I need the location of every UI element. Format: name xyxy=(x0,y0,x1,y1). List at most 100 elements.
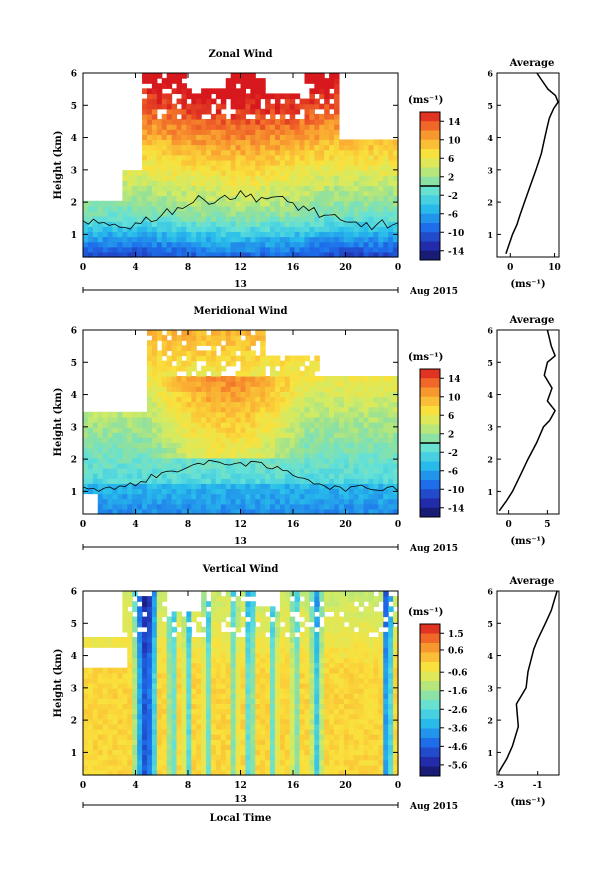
heatmap-cell xyxy=(289,190,296,197)
heatmap-cell xyxy=(348,483,355,490)
heatmap-cell xyxy=(289,251,296,258)
heatmap-cell xyxy=(279,432,286,438)
heatmap-cell xyxy=(304,165,310,171)
heatmap-cell xyxy=(235,396,242,403)
heatmap-cell xyxy=(230,416,237,423)
heatmap-cell xyxy=(176,98,183,105)
heatmap-cell xyxy=(171,677,178,684)
heatmap-cell xyxy=(191,205,197,212)
heatmap-cell xyxy=(156,739,163,745)
heatmap-cell xyxy=(284,406,291,413)
heatmap-cell xyxy=(260,723,266,730)
heatmap-cell xyxy=(260,442,266,449)
heatmap-cell xyxy=(215,416,222,423)
heatmap-cell xyxy=(225,154,232,161)
heatmap-cell xyxy=(97,462,104,469)
heatmap-cell xyxy=(334,427,340,433)
heatmap-cell xyxy=(314,386,320,392)
heatmap-cell xyxy=(270,411,276,418)
heatmap-cell xyxy=(186,345,192,352)
heatmap-cell xyxy=(132,447,138,454)
heatmap-cell xyxy=(137,616,143,623)
heatmap-cell xyxy=(210,129,217,135)
heatmap-cell xyxy=(156,642,163,648)
heatmap-cell xyxy=(324,493,330,500)
heatmap-cell xyxy=(329,468,335,474)
heatmap-cell xyxy=(319,386,325,392)
heatmap-cell xyxy=(220,713,227,720)
heatmap-cell xyxy=(240,606,247,613)
heatmap-cell xyxy=(137,447,143,454)
heatmap-cell xyxy=(235,483,242,490)
heatmap-cell xyxy=(112,452,119,459)
heatmap-cell xyxy=(368,205,374,212)
heatmap-cell xyxy=(309,216,315,222)
heatmap-cell xyxy=(166,406,173,413)
heatmap-cell xyxy=(112,698,119,705)
heatmap-cell xyxy=(83,703,89,710)
heatmap-cell xyxy=(353,416,360,423)
heatmap-cell xyxy=(151,667,158,674)
heatmap-cell xyxy=(196,642,202,648)
heatmap-cell xyxy=(191,769,197,776)
heatmap-cell xyxy=(176,226,183,233)
heatmap-cell xyxy=(358,381,365,387)
heatmap-cell xyxy=(112,713,119,720)
heatmap-cell xyxy=(156,473,163,479)
heatmap-cell xyxy=(368,376,374,382)
heatmap-cell xyxy=(319,488,325,495)
heatmap-cell xyxy=(260,754,266,761)
heatmap-cell xyxy=(304,236,310,243)
heatmap-cell xyxy=(260,698,266,705)
heatmap-cell xyxy=(161,621,168,628)
heatmap-cell xyxy=(353,396,360,403)
heatmap-cell xyxy=(348,195,355,202)
heatmap-cell xyxy=(343,483,350,490)
heatmap-cell xyxy=(235,391,242,398)
heatmap-cell xyxy=(161,113,168,120)
heatmap-cell xyxy=(368,381,374,387)
heatmap-cell xyxy=(314,396,320,403)
heatmap-cell xyxy=(151,437,158,444)
heatmap-cell xyxy=(265,621,271,628)
heatmap-cell xyxy=(225,119,232,125)
heatmap-cell xyxy=(250,365,256,372)
heatmap-cell xyxy=(383,211,389,217)
heatmap-cell xyxy=(196,478,202,484)
heatmap-cell xyxy=(294,360,301,367)
heatmap-cell xyxy=(191,139,197,146)
heatmap-cell xyxy=(196,626,202,633)
heatmap-cell xyxy=(151,360,158,367)
heatmap-cell xyxy=(146,631,153,638)
heatmap-cell xyxy=(334,113,340,120)
heatmap-cell xyxy=(260,83,266,89)
heatmap-cell xyxy=(107,703,114,710)
heatmap-cell xyxy=(240,159,247,166)
heatmap-cell xyxy=(373,149,379,156)
heatmap-cell xyxy=(166,759,173,766)
heatmap-cell xyxy=(299,124,306,130)
heatmap-cell xyxy=(299,190,306,197)
heatmap-cell xyxy=(250,103,256,110)
heatmap-cell xyxy=(343,442,350,449)
heatmap-cell xyxy=(191,236,197,243)
heatmap-cell xyxy=(250,370,256,377)
heatmap-cell xyxy=(181,365,187,372)
heatmap-cell xyxy=(324,381,330,387)
heatmap-cell xyxy=(156,432,163,438)
heatmap-cell xyxy=(127,647,133,653)
heatmap-cell xyxy=(161,498,168,505)
heatmap-cell xyxy=(176,432,183,438)
heatmap-cell xyxy=(289,447,296,454)
heatmap-cell xyxy=(343,416,350,423)
heatmap-cell xyxy=(107,683,114,689)
heatmap-cell xyxy=(363,406,370,413)
heatmap-cell xyxy=(334,246,340,253)
heatmap-cell xyxy=(181,411,187,418)
heatmap-cell xyxy=(260,437,266,444)
heatmap-cell xyxy=(166,226,173,233)
heatmap-cell xyxy=(270,355,276,362)
heatmap-cell xyxy=(156,185,163,192)
